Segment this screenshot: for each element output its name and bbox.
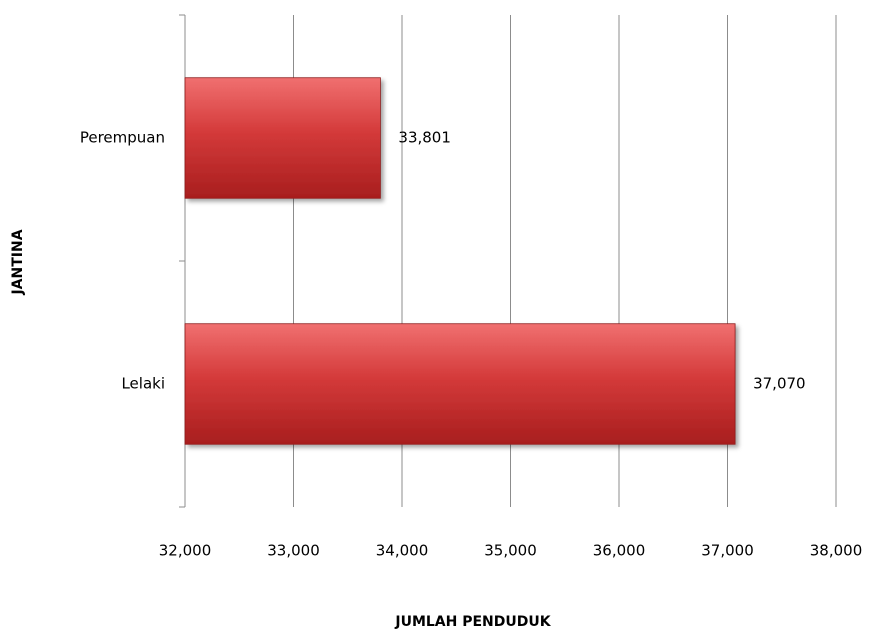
y-tick-label: Lelaki	[121, 375, 165, 393]
y-tick-label: Perempuan	[80, 129, 165, 147]
x-tick-label: 35,000	[484, 542, 537, 560]
bar	[184, 77, 381, 199]
bar	[184, 323, 736, 445]
x-tick-label: 36,000	[593, 542, 646, 560]
x-tick-label: 37,000	[701, 542, 754, 560]
x-tick-label: 34,000	[376, 542, 429, 560]
data-label: 37,070	[753, 375, 806, 393]
x-tick-label: 38,000	[810, 542, 863, 560]
data-label: 33,801	[398, 129, 451, 147]
x-axis-title: JUMLAH PENDUDUK	[394, 614, 551, 630]
x-tick-label: 32,000	[159, 542, 212, 560]
y-axis-title: JANTINA	[10, 229, 26, 295]
x-tick-label: 33,000	[267, 542, 320, 560]
